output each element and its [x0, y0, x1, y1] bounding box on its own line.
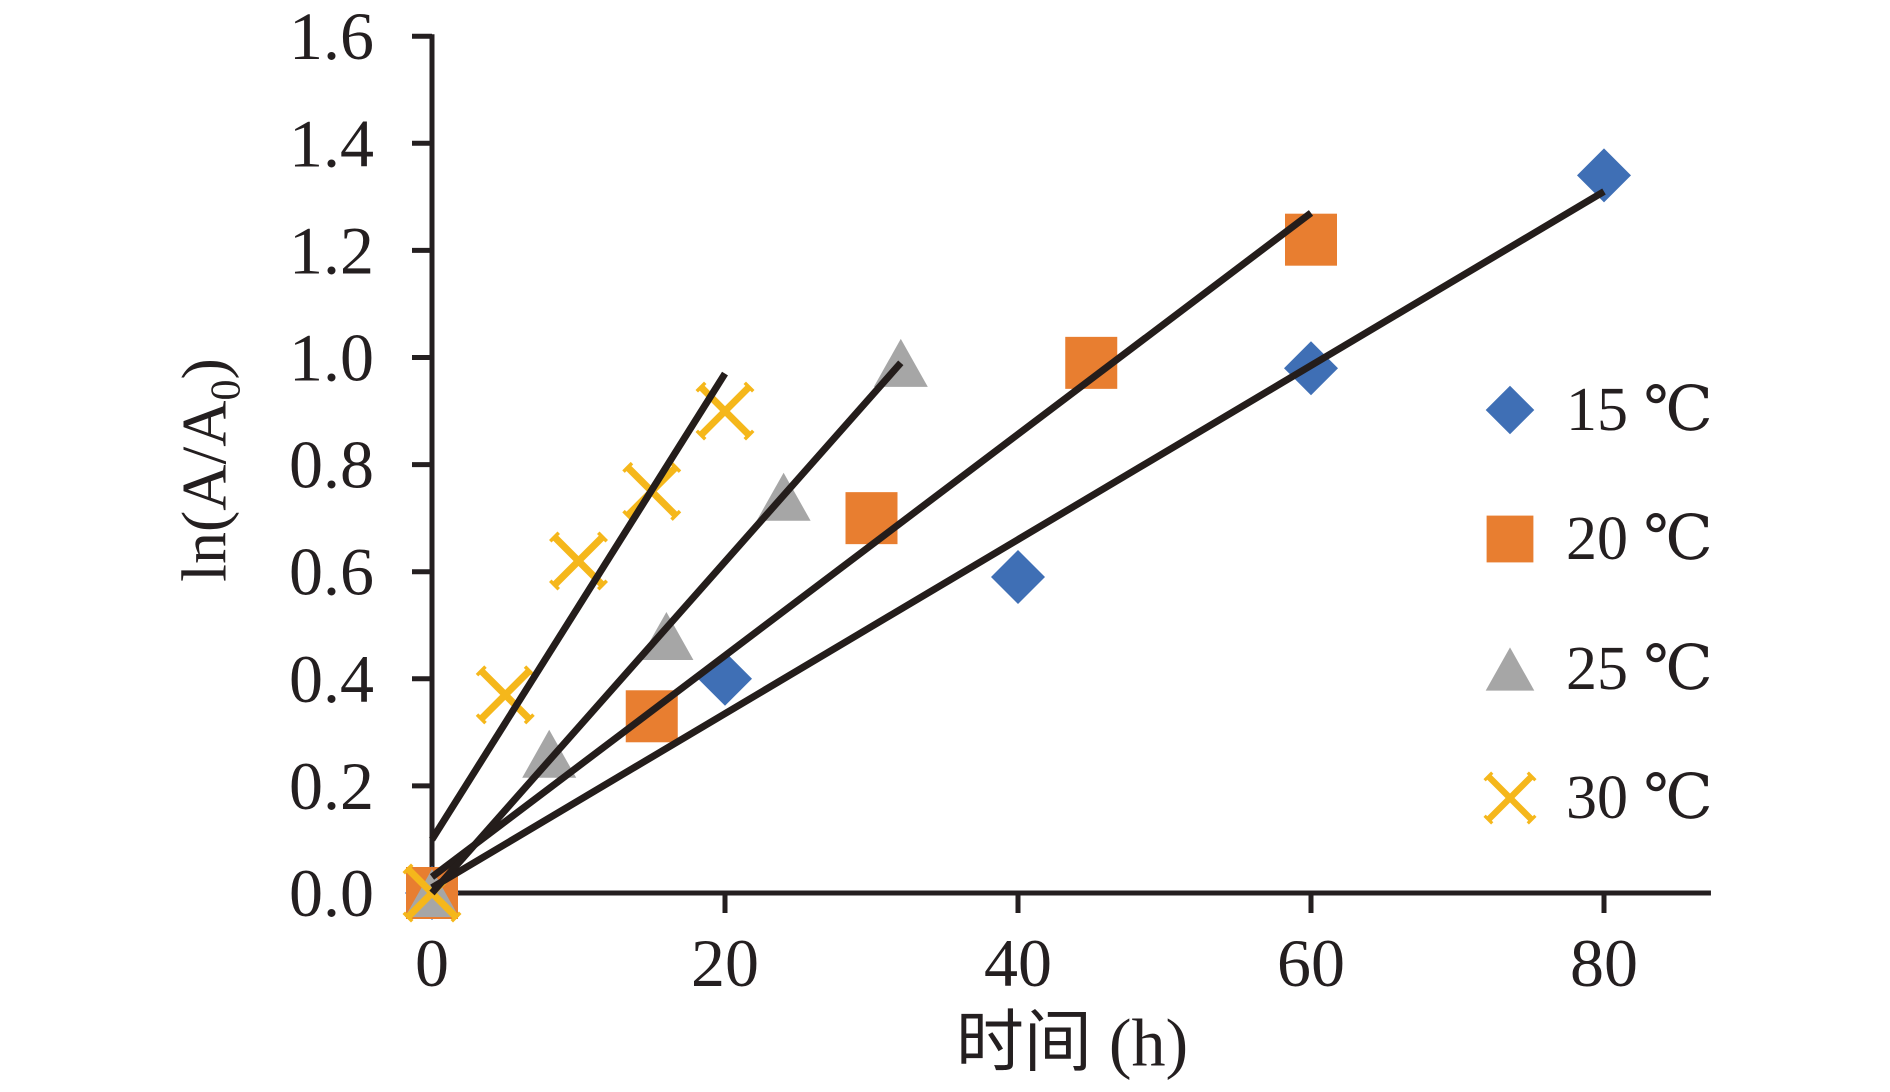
y-tick-label: 0.8 — [289, 427, 374, 503]
legend-marker-triangle-icon — [1485, 646, 1535, 691]
marker-x-endcap — [743, 429, 755, 441]
y-axis-title-subscript: 0 — [203, 379, 250, 401]
marker-x-endcap — [1483, 771, 1494, 782]
series-diamond — [405, 148, 1631, 920]
y-tick-label: 0.2 — [289, 748, 374, 824]
marker-diamond — [1485, 385, 1535, 435]
legend-item: 15 ℃ — [1478, 378, 1713, 442]
marker-diamond — [1577, 148, 1631, 203]
trend-line — [430, 188, 1606, 891]
trend-line — [429, 371, 728, 842]
trend-line — [429, 210, 1314, 880]
marker-triangle — [522, 729, 577, 778]
marker-x-endcap — [1526, 771, 1537, 782]
marker-x — [475, 665, 535, 725]
legend-label: 20 ℃ — [1566, 505, 1713, 574]
marker-x-endcap — [523, 713, 535, 725]
legend-item: 25 ℃ — [1478, 637, 1713, 701]
data-markers-layer — [402, 148, 1631, 923]
trend-line — [429, 360, 904, 896]
marker-x-endcap — [523, 665, 535, 677]
y-axis-title-text: ln(A/A — [168, 400, 240, 582]
legend-label: 25 ℃ — [1566, 634, 1713, 703]
y-tick-label: 1.2 — [289, 212, 374, 288]
y-axis-title: ln(A/A0) — [168, 358, 251, 582]
marker-x-endcap — [597, 531, 608, 543]
marker-x — [1483, 771, 1537, 825]
y-tick-label: 1.4 — [289, 105, 374, 181]
marker-square — [1285, 213, 1337, 266]
legend-marker-diamond-icon — [1485, 385, 1535, 435]
x-tick-label: 20 — [691, 925, 759, 1001]
marker-x-endcap — [622, 461, 634, 473]
marker-x-endcap — [549, 531, 560, 543]
legend-item: 20 ℃ — [1478, 507, 1713, 571]
marker-square — [1486, 515, 1534, 563]
marker-x-endcap — [450, 911, 462, 923]
x-tick-label: 0 — [415, 925, 449, 1001]
y-tick-label: 0.0 — [289, 855, 374, 931]
series-x — [402, 381, 755, 923]
y-tick-label: 1.6 — [289, 0, 374, 74]
marker-diamond — [991, 550, 1045, 605]
marker-x-endcap — [475, 713, 487, 725]
series-square — [406, 213, 1337, 919]
marker-x-endcap — [695, 381, 707, 393]
marker-square — [845, 492, 898, 545]
marker-x-endcap — [670, 461, 682, 473]
legend-marker-x-icon — [1483, 771, 1537, 825]
y-tick-label: 0.4 — [289, 641, 374, 717]
marker-x-endcap — [1483, 814, 1494, 825]
marker-x-endcap — [695, 429, 707, 441]
marker-x-endcap — [1526, 814, 1537, 825]
y-tick-label: 1.0 — [289, 320, 374, 396]
marker-x-endcap — [402, 863, 414, 875]
marker-triangle — [1485, 646, 1535, 691]
legend-label: 15 ℃ — [1566, 376, 1713, 444]
x-tick-label: 80 — [1570, 925, 1638, 1001]
marker-x-endcap — [549, 579, 560, 591]
legend-marker-square-icon — [1486, 515, 1534, 563]
x-axis-title: 时间 (h) — [955, 1004, 1189, 1081]
trend-lines-layer — [429, 188, 1606, 896]
marker-x-endcap — [670, 509, 682, 521]
marker-x-endcap — [475, 665, 487, 677]
marker-x-endcap — [597, 579, 608, 591]
axes-layer: 0.0 0.2 0.4 0.6 0.8 1.0 1.2 1.4 1.6 0 20 40 60 80 — [289, 0, 1711, 1001]
legend-item: 30 ℃ — [1478, 766, 1713, 830]
legend-label: 30 ℃ — [1566, 763, 1713, 832]
marker-x-endcap — [743, 381, 755, 393]
x-tick-label: 40 — [984, 925, 1052, 1001]
marker-x-endcap — [402, 911, 414, 923]
x-tick-label: 60 — [1277, 925, 1345, 1001]
y-axis-title-close: ) — [168, 358, 240, 380]
y-tick-label: 0.6 — [289, 534, 374, 610]
